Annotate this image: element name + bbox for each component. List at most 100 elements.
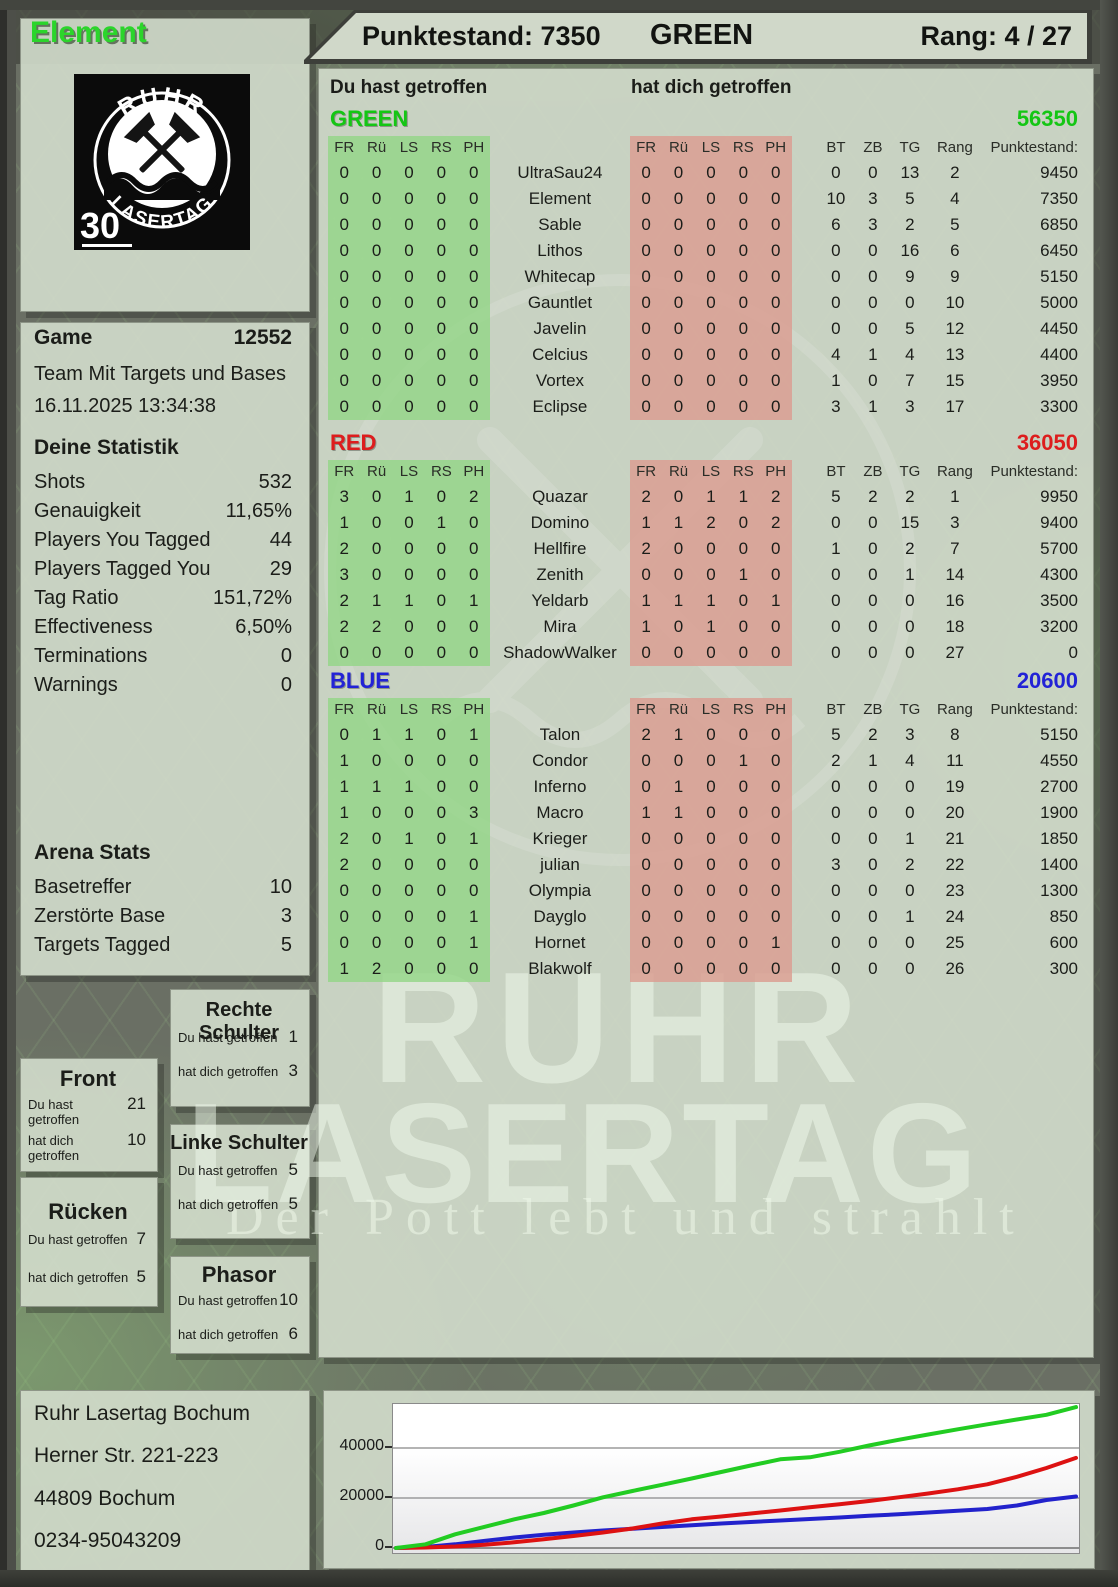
player-name: Gauntlet: [527, 293, 593, 312]
stat-col-header: ZB: [863, 463, 883, 480]
hit-cell: 0: [706, 725, 716, 744]
player-row: 2 0 1 0 1 Krieger 0 0 0 0 0 0 0 1 21 1850: [328, 826, 1084, 852]
player-rows: 0 0 0 0 0 UltraSau24 0 0 0 0 0 0 0 13 2 9450 0 0 0 0 0 Elemen…: [328, 160, 1084, 420]
score-cell: 3950: [1040, 371, 1078, 390]
stat-cell: 2: [905, 487, 915, 506]
hit-cell: 0: [673, 345, 684, 364]
team-total: 56350: [1016, 106, 1078, 131]
stat-row: Tag Ratio 151,72%: [34, 584, 292, 613]
hit-cell: 0: [641, 189, 651, 208]
stat-cell: 1: [868, 345, 878, 364]
stat-cell: 0: [868, 907, 878, 926]
name-col-header: [490, 136, 630, 160]
hit-cell: 1: [673, 803, 684, 822]
stat-cell: 0: [831, 513, 841, 532]
hit-cell: 0: [673, 565, 684, 584]
stat-row: Players You Tagged 44: [34, 526, 292, 555]
stat-label: Genauigkeit: [34, 500, 141, 522]
hit-cell: 0: [738, 617, 749, 636]
stat-cell: 1: [950, 487, 960, 506]
hit-cell: 0: [371, 803, 382, 822]
hit-cell: 3: [469, 803, 479, 822]
phasor-you-value: 10: [279, 1290, 298, 1309]
hit-cell: 2: [371, 617, 382, 636]
game-number: 12552: [233, 326, 292, 349]
spacer: [792, 640, 818, 666]
rechte-you-value: 1: [288, 1027, 298, 1046]
stat-cell: 3: [868, 215, 878, 234]
score-cell: 1900: [1040, 803, 1078, 822]
score-chart: [393, 1405, 1079, 1550]
player-name: Condor: [532, 751, 588, 770]
player-row: 1 0 0 1 0 Domino 1 1 2 0 2 0 0 15 3 9400: [328, 510, 1084, 536]
score-col-header: Punktestand:: [990, 139, 1078, 156]
hit-col-header: FR: [334, 701, 355, 718]
phasor-them-value: 6: [288, 1324, 298, 1343]
score-cell: 3200: [1040, 617, 1078, 636]
stat-col-header: ZB: [863, 139, 883, 156]
player-row: 2 0 0 0 0 Hellfire 2 0 0 0 0 1 0 2 7 5700: [328, 536, 1084, 562]
hit-cell: 0: [770, 777, 781, 796]
stat-value: 29: [269, 558, 292, 580]
hit-cell: 0: [339, 319, 349, 338]
arena-rows: Basetreffer 10 Zerstörte Base 3 Targets Tagg…: [34, 873, 292, 960]
hit-cell: 0: [404, 617, 414, 636]
stat-cell: 18: [945, 617, 965, 636]
hit-col-header: Rü: [366, 139, 387, 156]
spacer: [792, 536, 818, 562]
hit-cell: 0: [641, 163, 651, 182]
hit-cell: 1: [641, 803, 651, 822]
score-cell: 6850: [1040, 215, 1078, 234]
stat-cell: 0: [831, 881, 841, 900]
player-name: UltraSau24: [517, 163, 603, 182]
hit-cell: 0: [371, 539, 382, 558]
stat-cell: 0: [868, 163, 878, 182]
stat-label: Players You Tagged: [34, 529, 211, 551]
player-name: Olympia: [528, 881, 592, 900]
hit-col-header: LS: [701, 701, 721, 718]
team-section-blue: BLUE 20600 FR Rü LS RS PH FR Rü LS RS PH BT ZB TG Rang P…: [328, 668, 1084, 982]
hit-cell: 2: [469, 487, 479, 506]
hit-cell: 0: [706, 829, 716, 848]
hit-cell: 0: [371, 565, 382, 584]
hit-cell: 0: [404, 215, 414, 234]
stat-cell: 24: [945, 907, 965, 926]
hit-cell: 0: [339, 293, 349, 312]
stat-col-header: BT: [826, 701, 846, 718]
hit-cell: 1: [706, 617, 716, 636]
hit-cell: 0: [436, 907, 447, 926]
player-name: Domino: [530, 513, 590, 532]
stat-col-header: TG: [899, 463, 921, 480]
hit-cell: 0: [436, 487, 447, 506]
hit-cell: 0: [706, 751, 716, 770]
score-cell: 0: [1068, 643, 1078, 662]
hit-cell: 0: [404, 803, 414, 822]
player-name: Whitecap: [524, 267, 596, 286]
stat-cell: 4: [905, 345, 915, 364]
hit-cell: 1: [770, 933, 781, 952]
game-mode: Team Mit Targets und Bases: [34, 363, 286, 385]
hit-cell: 1: [641, 591, 651, 610]
arena-stat-row: Basetreffer 10: [34, 873, 292, 902]
hit-cell: 0: [673, 215, 684, 234]
hit-cell: 1: [371, 591, 382, 610]
team-table-header: FR Rü LS RS PH FR Rü LS RS PH BT ZB TG Rang Punktestan…: [328, 136, 1084, 160]
hit-cell: 0: [706, 777, 716, 796]
stat-cell: 5: [905, 319, 915, 338]
score-cell: 2700: [1040, 777, 1078, 796]
player-name: Macro: [536, 803, 584, 822]
arena-stat-value: 5: [280, 934, 292, 956]
hit-cell: 0: [673, 959, 684, 978]
score-cell: 9450: [1040, 163, 1078, 182]
hit-cell: 0: [738, 397, 749, 416]
hit-cell: 0: [673, 539, 684, 558]
hit-cell: 0: [738, 933, 749, 952]
spacer: [792, 588, 818, 614]
hit-cell: 0: [469, 293, 479, 312]
hit-cell: 0: [706, 241, 716, 260]
hit-cell: 3: [339, 565, 349, 584]
player-row: 0 0 0 0 0 Lithos 0 0 0 0 0 0 0 16 6 6450: [328, 238, 1084, 264]
hit-cell: 0: [371, 345, 382, 364]
player-name: Talon: [539, 725, 581, 744]
header-row: FR Rü LS RS PH FR Rü LS RS PH BT ZB TG Rang Punktestan…: [328, 698, 1084, 722]
